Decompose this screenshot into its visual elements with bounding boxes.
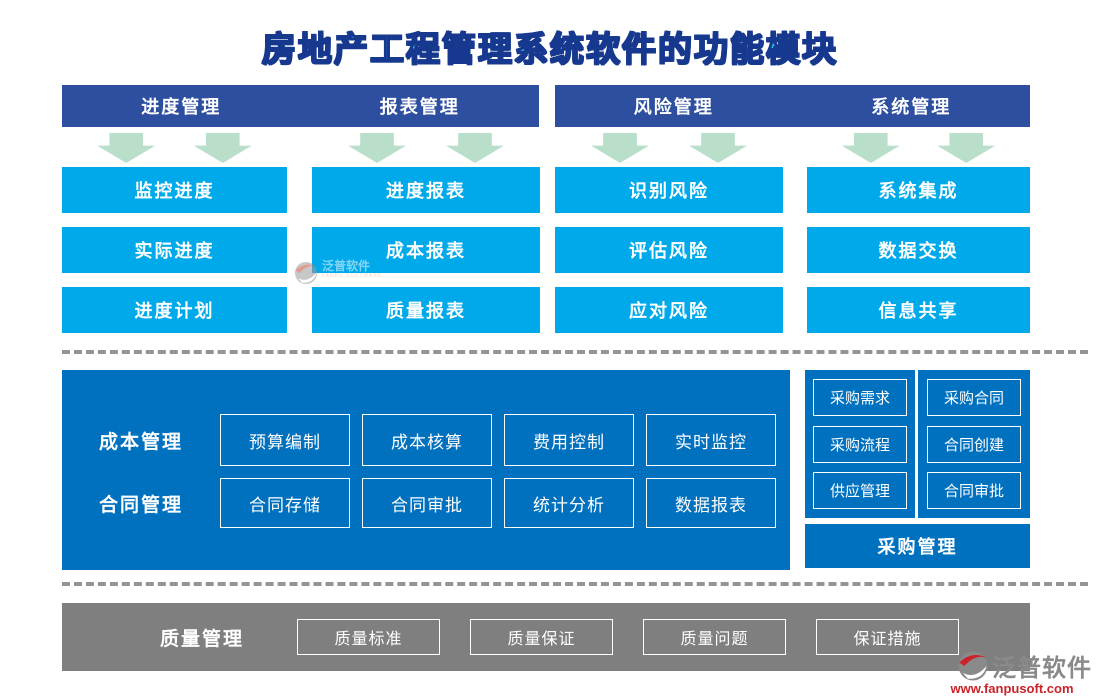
procurement-column-right: 采购合同 合同创建 合同审批 — [918, 370, 1030, 518]
module-quality-assurance: 质量保证 — [470, 619, 613, 655]
column-progress: 监控进度 实际进度 进度计划 — [62, 133, 287, 333]
arrow-row — [555, 133, 783, 163]
arrow-down-icon — [97, 133, 156, 163]
module-cost-accounting: 成本核算 — [362, 414, 492, 466]
header-report-management: 报表管理 — [379, 97, 460, 117]
module-budget-preparation: 预算编制 — [220, 414, 350, 466]
module-contract-storage: 合同存储 — [220, 478, 350, 528]
module-contract-approval: 合同审批 — [362, 478, 492, 528]
header-risk-management: 风险管理 — [633, 97, 714, 117]
brand-url: www.fanpusoft.com — [950, 681, 1074, 696]
fanpu-logo-icon — [958, 651, 988, 680]
contract-row: 合同管理 合同存储 合同审批 统计分析 数据报表 — [62, 478, 790, 528]
arrow-row — [807, 133, 1030, 163]
header-procurement-management: 采购管理 — [805, 524, 1030, 568]
module-realtime-monitoring: 实时监控 — [646, 414, 776, 466]
module-contract-creation: 合同创建 — [927, 425, 1021, 463]
watermark-name: 泛普软件 — [322, 259, 371, 273]
module-expense-control: 费用控制 — [504, 414, 634, 466]
module-procurement-demand: 采购需求 — [813, 379, 907, 417]
module-system-integration: 系统集成 — [807, 167, 1030, 213]
module-actual-progress: 实际进度 — [62, 227, 287, 273]
watermark: 泛普软件 FANPU SOFTWARE — [293, 260, 382, 286]
module-assurance-measures: 保证措施 — [816, 619, 959, 655]
brand-row: 泛普软件 — [932, 648, 1092, 683]
watermark-subtext: FANPU SOFTWARE — [322, 273, 383, 279]
module-cost-report: 成本报表 — [312, 227, 540, 273]
label-contract-management: 合同管理 — [98, 494, 183, 516]
header-bar-left: 进度管理 报表管理 — [62, 85, 539, 127]
module-procurement-process: 采购流程 — [813, 425, 907, 463]
module-supply-management: 供应管理 — [813, 471, 907, 509]
brand-logo: 泛普软件 www.fanpusoft.com — [932, 648, 1092, 696]
module-quality-standard: 质量标准 — [297, 619, 440, 655]
module-monitor-progress: 监控进度 — [62, 167, 287, 213]
arrow-down-icon — [446, 133, 504, 163]
arrow-row — [312, 133, 540, 163]
module-data-report: 数据报表 — [646, 478, 776, 528]
header-progress-management: 进度管理 — [141, 97, 222, 117]
module-procurement-contract: 采购合同 — [927, 379, 1021, 417]
label-cost-management: 成本管理 — [98, 431, 183, 453]
label-quality-management: 质量管理 — [159, 628, 244, 650]
arrow-down-icon — [841, 133, 900, 163]
page-title: 房地产工程管理系统软件的功能模块 — [261, 30, 838, 70]
module-contract-approval-2: 合同审批 — [927, 471, 1021, 509]
module-quality-issue: 质量问题 — [643, 619, 786, 655]
dashed-divider-top — [62, 350, 1088, 354]
cost-row: 成本管理 预算编制 成本核算 费用控制 实时监控 — [62, 414, 790, 466]
fanpu-logo-icon — [294, 261, 318, 285]
module-identify-risk: 识别风险 — [555, 167, 783, 213]
watermark-text: 泛普软件 FANPU SOFTWARE — [322, 259, 383, 280]
arrow-down-icon — [689, 133, 747, 163]
header-system-management: 系统管理 — [871, 97, 952, 117]
module-assess-risk: 评估风险 — [555, 227, 783, 273]
module-statistical-analysis: 统计分析 — [504, 478, 634, 528]
column-risk: 识别风险 评估风险 应对风险 — [555, 133, 783, 333]
arrow-down-icon — [591, 133, 649, 163]
column-report: 进度报表 成本报表 质量报表 — [312, 133, 540, 333]
arrow-down-icon — [937, 133, 996, 163]
module-data-exchange: 数据交换 — [807, 227, 1030, 273]
dashed-divider-bottom — [62, 582, 1088, 586]
module-quality-report: 质量报表 — [312, 287, 540, 333]
arrow-down-icon — [193, 133, 252, 163]
header-bar-right: 风险管理 系统管理 — [555, 85, 1030, 127]
module-progress-plan: 进度计划 — [62, 287, 287, 333]
arrow-down-icon — [348, 133, 406, 163]
arrow-row — [62, 133, 287, 163]
column-system: 系统集成 数据交换 信息共享 — [807, 133, 1030, 333]
module-progress-report: 进度报表 — [312, 167, 540, 213]
procurement-column-left: 采购需求 采购流程 供应管理 — [805, 370, 915, 518]
cost-contract-section: 成本管理 预算编制 成本核算 费用控制 实时监控 合同管理 合同存储 合同审批 … — [62, 370, 790, 570]
brand-name: 泛普软件 — [992, 655, 1092, 682]
module-respond-risk: 应对风险 — [555, 287, 783, 333]
module-info-sharing: 信息共享 — [807, 287, 1030, 333]
quality-section: 质量管理 质量标准 质量保证 质量问题 保证措施 — [62, 603, 1030, 671]
